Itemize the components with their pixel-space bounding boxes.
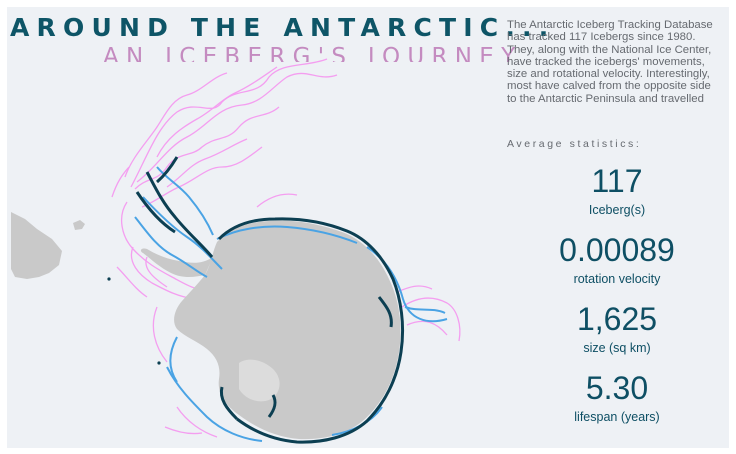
iceberg-tracks-dark (135, 156, 405, 444)
stat-lifespan: 5.30 lifespan (years) (537, 372, 697, 424)
stat-value: 0.00089 (559, 232, 675, 268)
stat-label: size (sq km) (583, 341, 651, 355)
track-point (157, 361, 161, 365)
antarctica-landmass (174, 220, 401, 440)
track-point (107, 277, 111, 281)
stat-value: 1,625 (576, 301, 658, 337)
stat-rotation-velocity: 0.00089 rotation velocity (537, 234, 697, 286)
iceberg-tracks-light (111, 58, 461, 438)
page-title: AROUND THE ANTARCTIC... (10, 13, 556, 42)
stats-heading: Average statistics: (507, 138, 642, 150)
ross-ice-shelf (239, 359, 280, 402)
stat-label: lifespan (years) (574, 410, 660, 424)
page-subtitle: AN ICEBERG'S JOURNEY (103, 44, 523, 62)
description-text: The Antarctic Iceberg Tracking Database … (507, 19, 713, 105)
south-america-landmass (11, 212, 62, 279)
stat-label: rotation velocity (573, 272, 661, 286)
infographic-panel: AROUND THE ANTARCTIC... AN ICEBERG'S JOU… (7, 7, 729, 448)
stat-value: 117 (591, 163, 643, 199)
stat-size: 1,625 size (sq km) (537, 303, 697, 355)
antarctica-track-map (11, 58, 461, 444)
stat-label: Iceberg(s) (588, 203, 646, 217)
stat-value: 5.30 (585, 370, 649, 406)
stat-iceberg-count: 117 Iceberg(s) (537, 165, 697, 217)
antarctic-peninsula (140, 248, 213, 277)
falkland-islands (73, 220, 85, 230)
